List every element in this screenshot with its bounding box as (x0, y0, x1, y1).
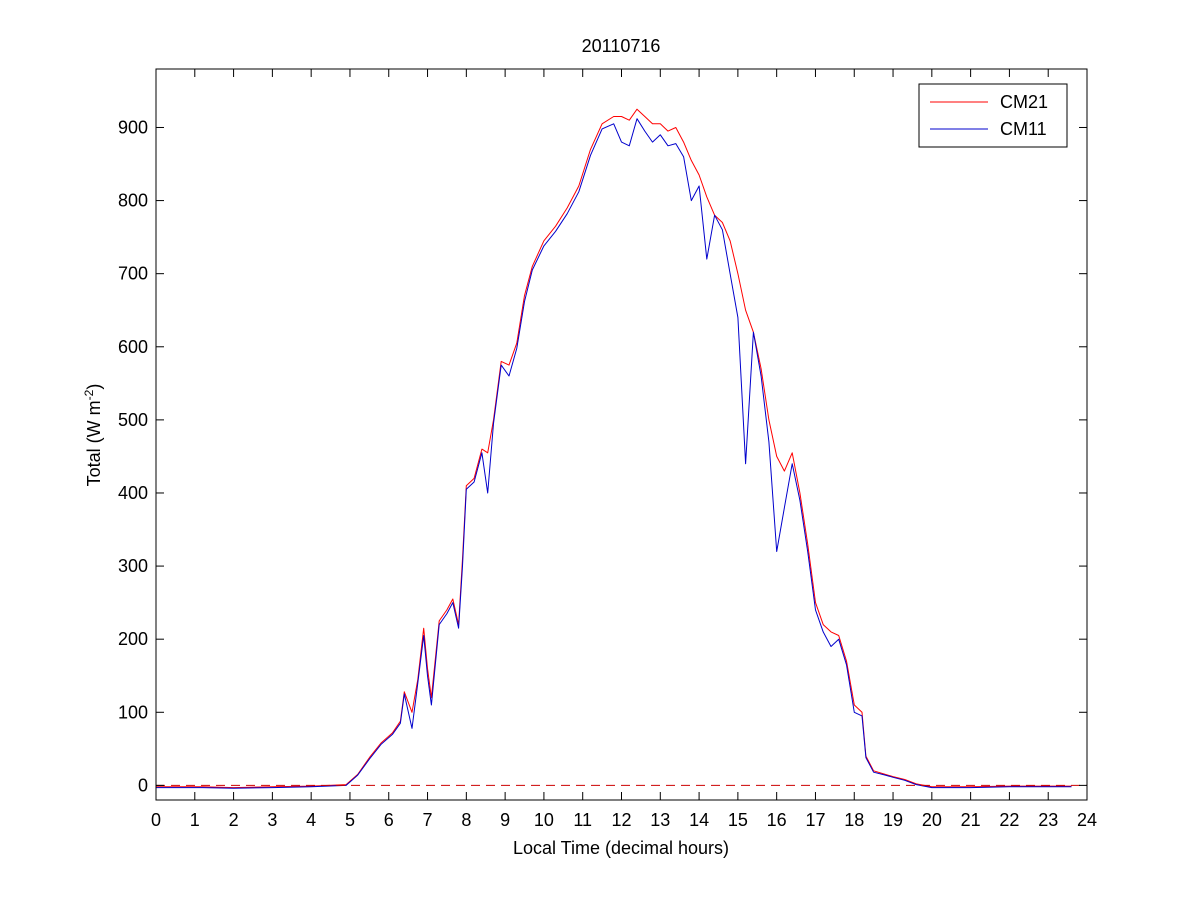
series-line-cm21 (156, 108, 1072, 789)
y-axis-label-superscript: -2 (82, 389, 96, 400)
y-tick-label: 900 (118, 117, 148, 137)
x-tick-label: 5 (345, 810, 355, 830)
x-tick-label: 2 (229, 810, 239, 830)
legend-label-cm21: CM21 (1000, 92, 1048, 112)
y-axis-label-main: Total (W m (84, 400, 104, 486)
x-tick-label: 23 (1038, 810, 1058, 830)
x-tick-label: 16 (767, 810, 787, 830)
x-tick-label: 22 (999, 810, 1019, 830)
y-tick-label: 700 (118, 264, 148, 284)
y-tick-label: 400 (118, 483, 148, 503)
x-tick-label: 15 (728, 810, 748, 830)
x-tick-label: 24 (1077, 810, 1097, 830)
x-axis: 0 1 2 3 4 5 6 7 8 9 10 11 12 13 14 15 16 17 18 19 20 21 22 23 24 (151, 69, 1097, 830)
series-line-cm11 (156, 118, 1072, 789)
x-tick-label: 11 (573, 810, 592, 830)
x-tick-label: 12 (611, 810, 631, 830)
x-tick-label: 6 (384, 810, 394, 830)
legend-box (918, 83, 1068, 148)
y-axis: 0 100 200 300 400 500 600 700 800 900 (118, 117, 1087, 795)
legend: CM21 CM11 (918, 83, 1068, 148)
y-tick-label: 300 (118, 556, 148, 576)
x-tick-label: 3 (267, 810, 277, 830)
x-tick-label: 7 (423, 810, 433, 830)
legend-label-cm11: CM11 (1000, 119, 1047, 139)
x-tick-label: 18 (844, 810, 864, 830)
y-axis-label: Total (W m-2) (82, 384, 104, 487)
series-layer (156, 108, 1072, 789)
x-tick-label: 13 (650, 810, 670, 830)
y-tick-label: 100 (118, 702, 148, 722)
y-tick-label: 600 (118, 337, 148, 357)
y-tick-label: 0 (138, 775, 148, 795)
x-tick-label: 17 (805, 810, 825, 830)
y-tick-label: 800 (118, 191, 148, 211)
x-tick-label: 4 (306, 810, 316, 830)
y-tick-label: 200 (118, 629, 148, 649)
x-axis-label: Local Time (decimal hours) (513, 838, 729, 858)
x-tick-label: 9 (500, 810, 510, 830)
x-tick-label: 1 (190, 810, 200, 830)
x-tick-label: 20 (922, 810, 942, 830)
x-tick-label: 0 (151, 810, 161, 830)
y-axis-label-suffix: ) (84, 384, 104, 390)
y-tick-label: 500 (118, 410, 148, 430)
x-tick-label: 14 (689, 810, 709, 830)
x-tick-label: 19 (883, 810, 903, 830)
x-tick-label: 21 (961, 810, 981, 830)
x-tick-label: 10 (534, 810, 554, 830)
chart-title: 20110716 (582, 36, 661, 56)
x-tick-label: 8 (461, 810, 471, 830)
